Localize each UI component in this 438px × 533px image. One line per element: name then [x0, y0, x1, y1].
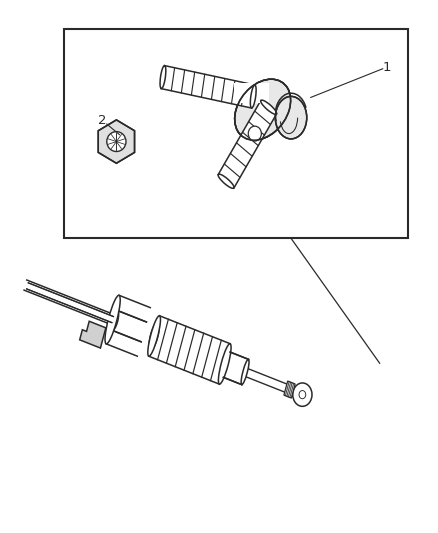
Ellipse shape: [111, 310, 119, 330]
Ellipse shape: [261, 100, 277, 115]
Bar: [234, 83, 269, 103]
Polygon shape: [284, 381, 295, 398]
Ellipse shape: [160, 66, 166, 88]
Polygon shape: [161, 66, 255, 108]
Ellipse shape: [293, 383, 312, 406]
Bar: [64, 29, 408, 238]
Polygon shape: [218, 101, 276, 188]
Polygon shape: [27, 283, 113, 322]
Ellipse shape: [241, 83, 265, 104]
Ellipse shape: [218, 174, 234, 188]
Ellipse shape: [105, 295, 120, 344]
Text: 1: 1: [383, 61, 391, 74]
Ellipse shape: [241, 359, 249, 385]
Ellipse shape: [107, 132, 126, 151]
Ellipse shape: [149, 322, 159, 350]
Polygon shape: [149, 316, 230, 384]
Polygon shape: [112, 311, 146, 342]
Ellipse shape: [148, 316, 160, 356]
Ellipse shape: [219, 344, 231, 384]
Ellipse shape: [251, 85, 256, 108]
Ellipse shape: [248, 126, 261, 141]
Polygon shape: [98, 120, 134, 163]
Ellipse shape: [235, 79, 291, 140]
Text: 2: 2: [98, 114, 106, 127]
Polygon shape: [80, 321, 106, 348]
Polygon shape: [244, 368, 294, 395]
Polygon shape: [223, 352, 248, 385]
Ellipse shape: [276, 96, 307, 139]
